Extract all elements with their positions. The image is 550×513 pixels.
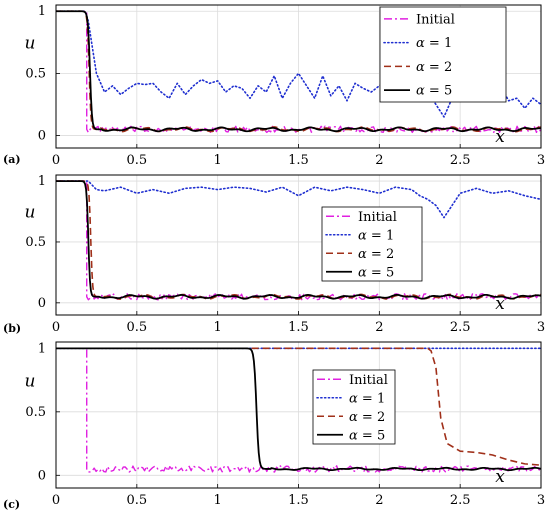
y-tick-label: 0 xyxy=(38,129,46,144)
x-tick-label: 2 xyxy=(375,153,383,168)
plot-area xyxy=(56,180,541,301)
y-tick-label: 0.5 xyxy=(25,235,46,250)
panel-2: 0 0.5 1 1.5 2 2.5 3 0 0.5 1 x u (b) Initial α = 1 α = 2… xyxy=(3,174,545,335)
x-tick-label: 2 xyxy=(375,493,383,508)
x-tick-label: 0 xyxy=(52,493,60,508)
x-tick-label: 0 xyxy=(52,320,60,335)
x-tick-label: 1.5 xyxy=(288,320,309,335)
y-tick-label: 0.5 xyxy=(25,66,46,81)
panel-label: (b) xyxy=(3,322,21,335)
legend-entry: α = 2 xyxy=(416,60,452,75)
legend-entry: Initial xyxy=(358,210,397,225)
series-line-1 xyxy=(56,180,541,219)
panel-1: 0 0.5 1 1.5 2 2.5 3 0 0.5 1 x u (a) Initial α = 1 α = 2… xyxy=(3,4,545,168)
x-axis-label: x xyxy=(495,467,505,487)
x-tick-label: 1 xyxy=(214,320,222,335)
x-tick-label: 1.5 xyxy=(288,153,309,168)
panel-3: 0 0.5 1 1.5 2 2.5 3 0 0.5 1 x u (c) Initial α = 1 α = 2… xyxy=(3,341,545,511)
axes-frame xyxy=(55,4,542,149)
legend-entry: Initial xyxy=(349,373,388,388)
x-tick-label: 1 xyxy=(214,493,222,508)
x-axis-label: x xyxy=(495,294,505,314)
x-tick-label: 0.5 xyxy=(126,493,147,508)
x-tick-label: 1 xyxy=(214,153,222,168)
panel-label: (c) xyxy=(3,498,20,511)
y-axis-label: u xyxy=(25,371,36,391)
x-tick-label: 2.5 xyxy=(450,493,471,508)
y-tick-label: 0.5 xyxy=(25,405,46,420)
legend-entry: α = 1 xyxy=(416,36,452,51)
x-tick-label: 3 xyxy=(537,153,545,168)
panel-label: (a) xyxy=(3,153,21,166)
legend: Initial α = 1 α = 2 α = 5 xyxy=(321,206,423,282)
plot-area xyxy=(56,347,541,473)
series-line-5 xyxy=(56,347,541,472)
series-line-2 xyxy=(251,347,541,466)
legend: Initial α = 1 α = 2 α = 5 xyxy=(312,369,396,445)
y-axis-label: u xyxy=(25,203,36,223)
legend-entry: α = 2 xyxy=(349,410,385,425)
x-tick-label: 2 xyxy=(375,320,383,335)
legend-entry: α = 1 xyxy=(358,228,394,243)
x-tick-label: 3 xyxy=(537,320,545,335)
y-tick-label: 0 xyxy=(38,468,46,483)
legend-entry: α = 1 xyxy=(349,391,385,406)
x-tick-label: 0 xyxy=(52,153,60,168)
legend: Initial α = 1 α = 2 α = 5 xyxy=(379,6,507,103)
series-line-initial xyxy=(56,10,541,134)
legend-entry: α = 2 xyxy=(358,247,394,262)
axes-frame xyxy=(55,341,542,489)
y-tick-label: 1 xyxy=(38,4,46,19)
x-axis-label: x xyxy=(495,127,505,147)
legend-entry: α = 5 xyxy=(416,84,452,99)
y-tick-label: 0 xyxy=(38,296,46,311)
y-tick-label: 1 xyxy=(38,174,46,189)
legend-box xyxy=(379,6,507,103)
y-axis-label: u xyxy=(25,34,36,54)
legend-entry: Initial xyxy=(416,12,455,27)
x-tick-label: 2.5 xyxy=(450,153,471,168)
series-line-5 xyxy=(56,10,541,133)
legend-box xyxy=(321,206,423,282)
axes-frame xyxy=(55,174,542,316)
legend-entry: α = 5 xyxy=(358,265,394,280)
y-tick-label: 1 xyxy=(38,341,46,356)
series-line-5 xyxy=(56,180,541,300)
x-tick-label: 0.5 xyxy=(126,153,147,168)
x-tick-label: 3 xyxy=(537,493,545,508)
legend-entry: α = 5 xyxy=(349,428,385,443)
x-tick-label: 1.5 xyxy=(288,493,309,508)
x-tick-label: 2.5 xyxy=(450,320,471,335)
legend-box xyxy=(312,369,396,445)
x-tick-label: 0.5 xyxy=(126,320,147,335)
